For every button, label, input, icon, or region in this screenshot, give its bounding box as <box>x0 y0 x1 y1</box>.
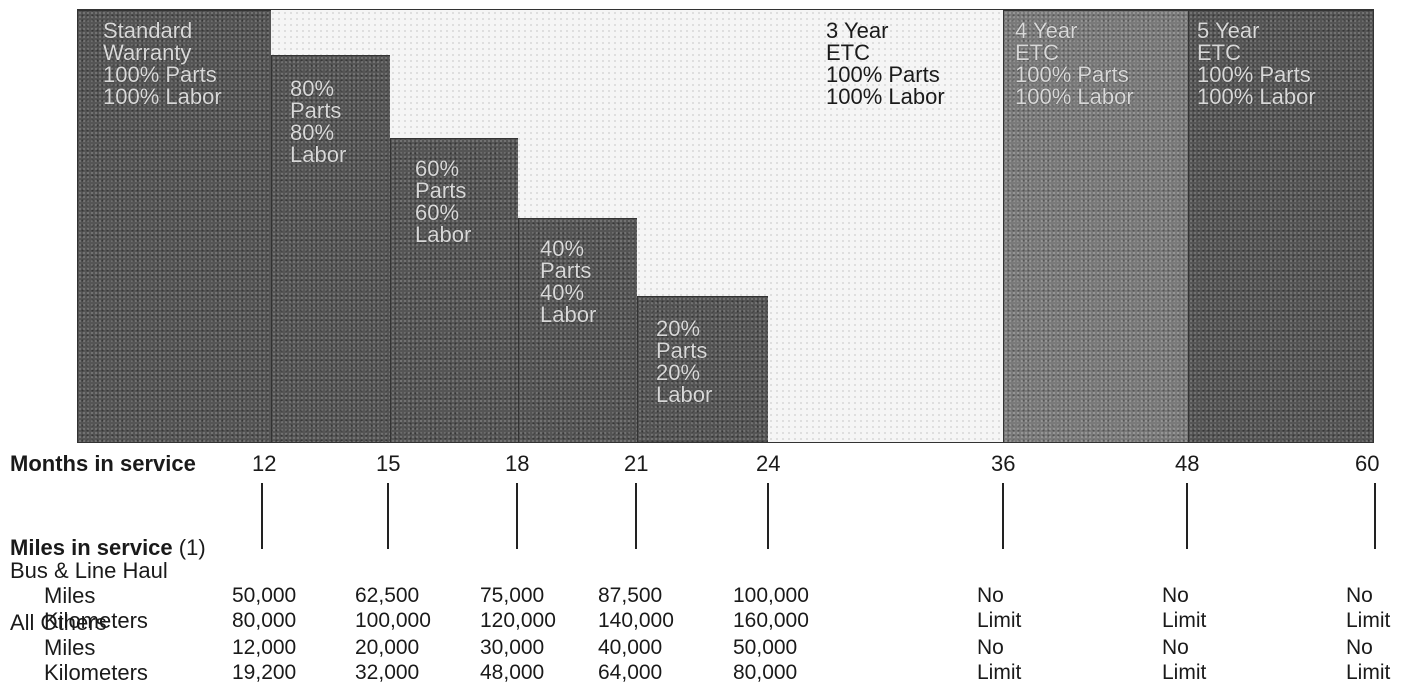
months-label: Months in service <box>10 451 196 476</box>
table-cell: 100,000 <box>355 609 431 632</box>
table-cell: 12,000 <box>232 636 297 659</box>
table-cell: 120,000 <box>480 609 556 632</box>
month-tick-line <box>516 483 518 549</box>
table-cell: 80,000 <box>232 609 297 632</box>
month-tick-label: 36 <box>991 451 1016 476</box>
row-label: Kilometers <box>44 660 148 685</box>
coverage-block-60-label: 60% Parts 60% Labor <box>415 156 472 247</box>
table-cell: Limit <box>1346 609 1391 632</box>
table-cell: Limit <box>1346 661 1391 684</box>
table-cell: 50,000 <box>733 636 798 659</box>
month-tick-label: 15 <box>376 451 401 476</box>
table-cell: Limit <box>977 609 1022 632</box>
table-cell: No <box>1346 636 1373 659</box>
table-cell: Limit <box>1162 609 1207 632</box>
month-tick-label: 21 <box>624 451 649 476</box>
month-tick-label: 18 <box>505 451 530 476</box>
coverage-block-etc3-label: 3 Year ETC 100% Parts 100% Labor <box>826 18 945 109</box>
month-tick-line <box>261 483 263 549</box>
coverage-block-40-label: 40% Parts 40% Labor <box>540 236 597 327</box>
table-cell: 75,000 <box>480 584 545 607</box>
table-cell: 20,000 <box>355 636 420 659</box>
table-cell: No <box>977 584 1004 607</box>
table-cell: 100,000 <box>733 584 809 607</box>
coverage-block-80-label: 80% Parts 80% Labor <box>290 76 347 167</box>
row-label: Miles <box>44 583 96 608</box>
table-cell: Limit <box>977 661 1022 684</box>
coverage-block-20-label: 20% Parts 20% Labor <box>656 316 713 407</box>
table-cell: 48,000 <box>480 661 545 684</box>
coverage-block-etc4 <box>1003 10 1188 443</box>
table-cell: No <box>1162 584 1189 607</box>
month-tick-line <box>767 483 769 549</box>
table-cell: 40,000 <box>598 636 663 659</box>
month-tick-line <box>1186 483 1188 549</box>
table-cell: 87,500 <box>598 584 663 607</box>
coverage-block-standard <box>77 10 271 443</box>
row-label: Miles <box>44 635 96 660</box>
table-cell: Limit <box>1162 661 1207 684</box>
miles-note: (1) <box>178 535 206 560</box>
table-cell: 160,000 <box>733 609 809 632</box>
table-cell: 32,000 <box>355 661 420 684</box>
month-tick-line <box>387 483 389 549</box>
table-cell: No <box>1162 636 1189 659</box>
month-tick-label: 48 <box>1175 451 1200 476</box>
coverage-block-etc5 <box>1188 10 1374 443</box>
month-tick-line <box>1374 483 1376 549</box>
table-cell: No <box>977 636 1004 659</box>
coverage-block-80 <box>271 55 390 443</box>
table-cell: 64,000 <box>598 661 663 684</box>
month-tick-label: 60 <box>1355 451 1380 476</box>
coverage-block-20 <box>637 296 768 443</box>
table-cell: 62,500 <box>355 584 420 607</box>
coverage-block-etc4-label: 4 Year ETC 100% Parts 100% Labor <box>1015 18 1134 109</box>
table-cell: 19,200 <box>232 661 297 684</box>
table-cell: No <box>1346 584 1373 607</box>
row-label: Kilometers <box>44 608 148 633</box>
coverage-block-etc5-label: 5 Year ETC 100% Parts 100% Labor <box>1197 18 1316 109</box>
table-cell: 50,000 <box>232 584 297 607</box>
miles-label: Miles in service <box>10 535 173 560</box>
coverage-block-standard-label: Standard Warranty 100% Parts 100% Labor <box>103 18 222 109</box>
coverage-block-60 <box>390 138 518 443</box>
table-cell: 80,000 <box>733 661 798 684</box>
month-tick-label: 24 <box>756 451 781 476</box>
group-label: All Others <box>10 610 107 635</box>
month-tick-line <box>1002 483 1004 549</box>
table-cell: 140,000 <box>598 609 674 632</box>
month-tick-label: 12 <box>252 451 277 476</box>
month-tick-line <box>635 483 637 549</box>
coverage-block-40 <box>518 218 637 443</box>
miles-heading: Miles in service (1) <box>10 537 206 559</box>
group-label: Bus & Line Haul <box>10 558 168 583</box>
table-cell: 30,000 <box>480 636 545 659</box>
